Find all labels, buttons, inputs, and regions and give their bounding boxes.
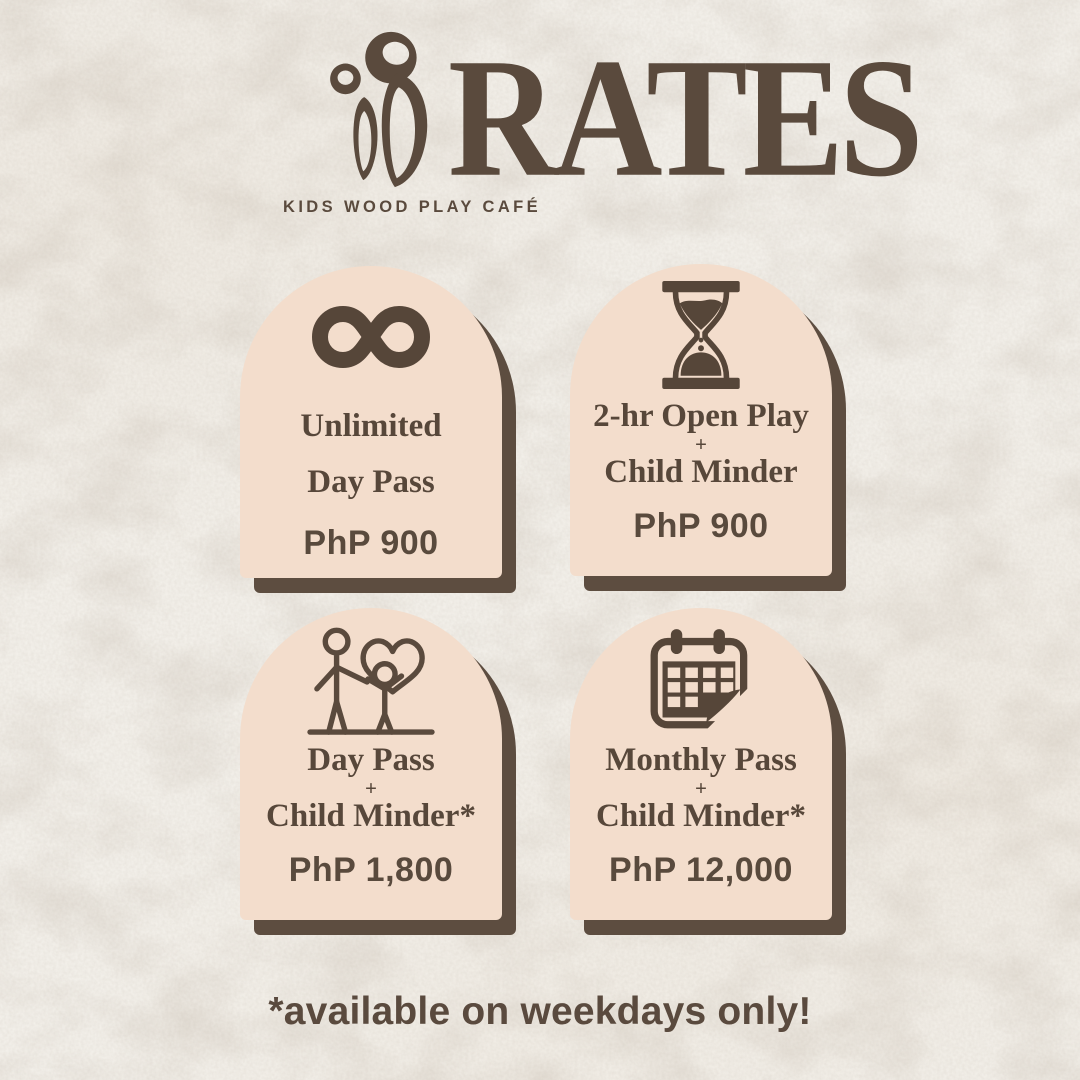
plus-sign: + (365, 776, 377, 800)
rate-card-open-play-child-minder: 2-hr Open Play + Child Minder PhP 900 (570, 264, 832, 576)
card-title: Unlimited Day Pass (300, 398, 441, 510)
card-title-line: Monthly Pass (605, 742, 797, 778)
plus-sign: + (695, 776, 707, 800)
card-price: PhP 1,800 (288, 851, 454, 889)
card-icon-box (656, 274, 746, 396)
infinity-icon (312, 306, 430, 368)
card-price: PhP 900 (303, 524, 439, 562)
card-title: Monthly Pass + Child Minder* (596, 740, 806, 837)
card-price: PhP 12,000 (609, 851, 793, 889)
footnote: *available on weekdays only! (268, 990, 812, 1033)
family-icon (307, 627, 435, 735)
card-title-line: Child Minder* (266, 798, 476, 834)
card-icon-box (309, 276, 433, 398)
rate-card-day-pass-child-minder: Day Pass + Child Minder* PhP 1,800 (240, 608, 502, 920)
plus-sign: + (695, 432, 707, 456)
card-title-line: Child Minder (604, 454, 798, 490)
hourglass-icon (662, 281, 740, 389)
card-price: PhP 900 (633, 507, 769, 545)
card-title: 2-hr Open Play + Child Minder (593, 396, 809, 493)
rate-card-unlimited-day-pass: Unlimited Day Pass PhP 900 (240, 266, 502, 578)
card-title-line: Unlimited (300, 408, 442, 444)
calendar-icon (650, 629, 753, 731)
rate-card-monthly-pass-child-minder: Monthly Pass + Child Minder* PhP 12,000 (570, 608, 832, 920)
card-title: Day Pass + Child Minder* (266, 740, 476, 837)
card-title-line: Day Pass (307, 464, 435, 500)
brand-logo-icon (330, 31, 428, 188)
card-icon-box (649, 618, 753, 740)
brand-tagline: KIDS WOOD PLAY CAFÉ (283, 198, 542, 216)
page-title: RATES (448, 23, 924, 212)
card-title-line: 2-hr Open Play (593, 398, 809, 434)
card-title-line: Day Pass (307, 742, 435, 778)
card-icon-box (302, 618, 440, 740)
card-title-line: Child Minder* (596, 798, 806, 834)
